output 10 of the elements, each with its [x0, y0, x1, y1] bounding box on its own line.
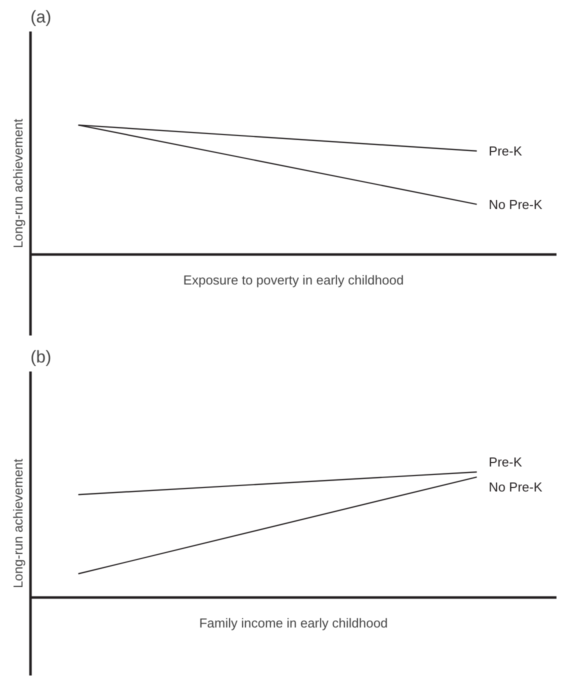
series-label: No Pre-K — [488, 480, 543, 495]
y-axis-title: Long-run achievement — [10, 458, 26, 588]
series-label: Pre-K — [488, 144, 522, 159]
chart-title: (a) — [30, 8, 52, 26]
y-axis-title: Long-run achievement — [10, 118, 26, 248]
series-label: No Pre-K — [488, 196, 543, 212]
series-label: Pre-K — [488, 454, 522, 470]
chart-title: (b) — [30, 348, 52, 366]
x-axis-title: Family income in early childhood — [199, 616, 388, 630]
x-axis-title: Exposure to poverty in early childhood — [183, 272, 404, 288]
